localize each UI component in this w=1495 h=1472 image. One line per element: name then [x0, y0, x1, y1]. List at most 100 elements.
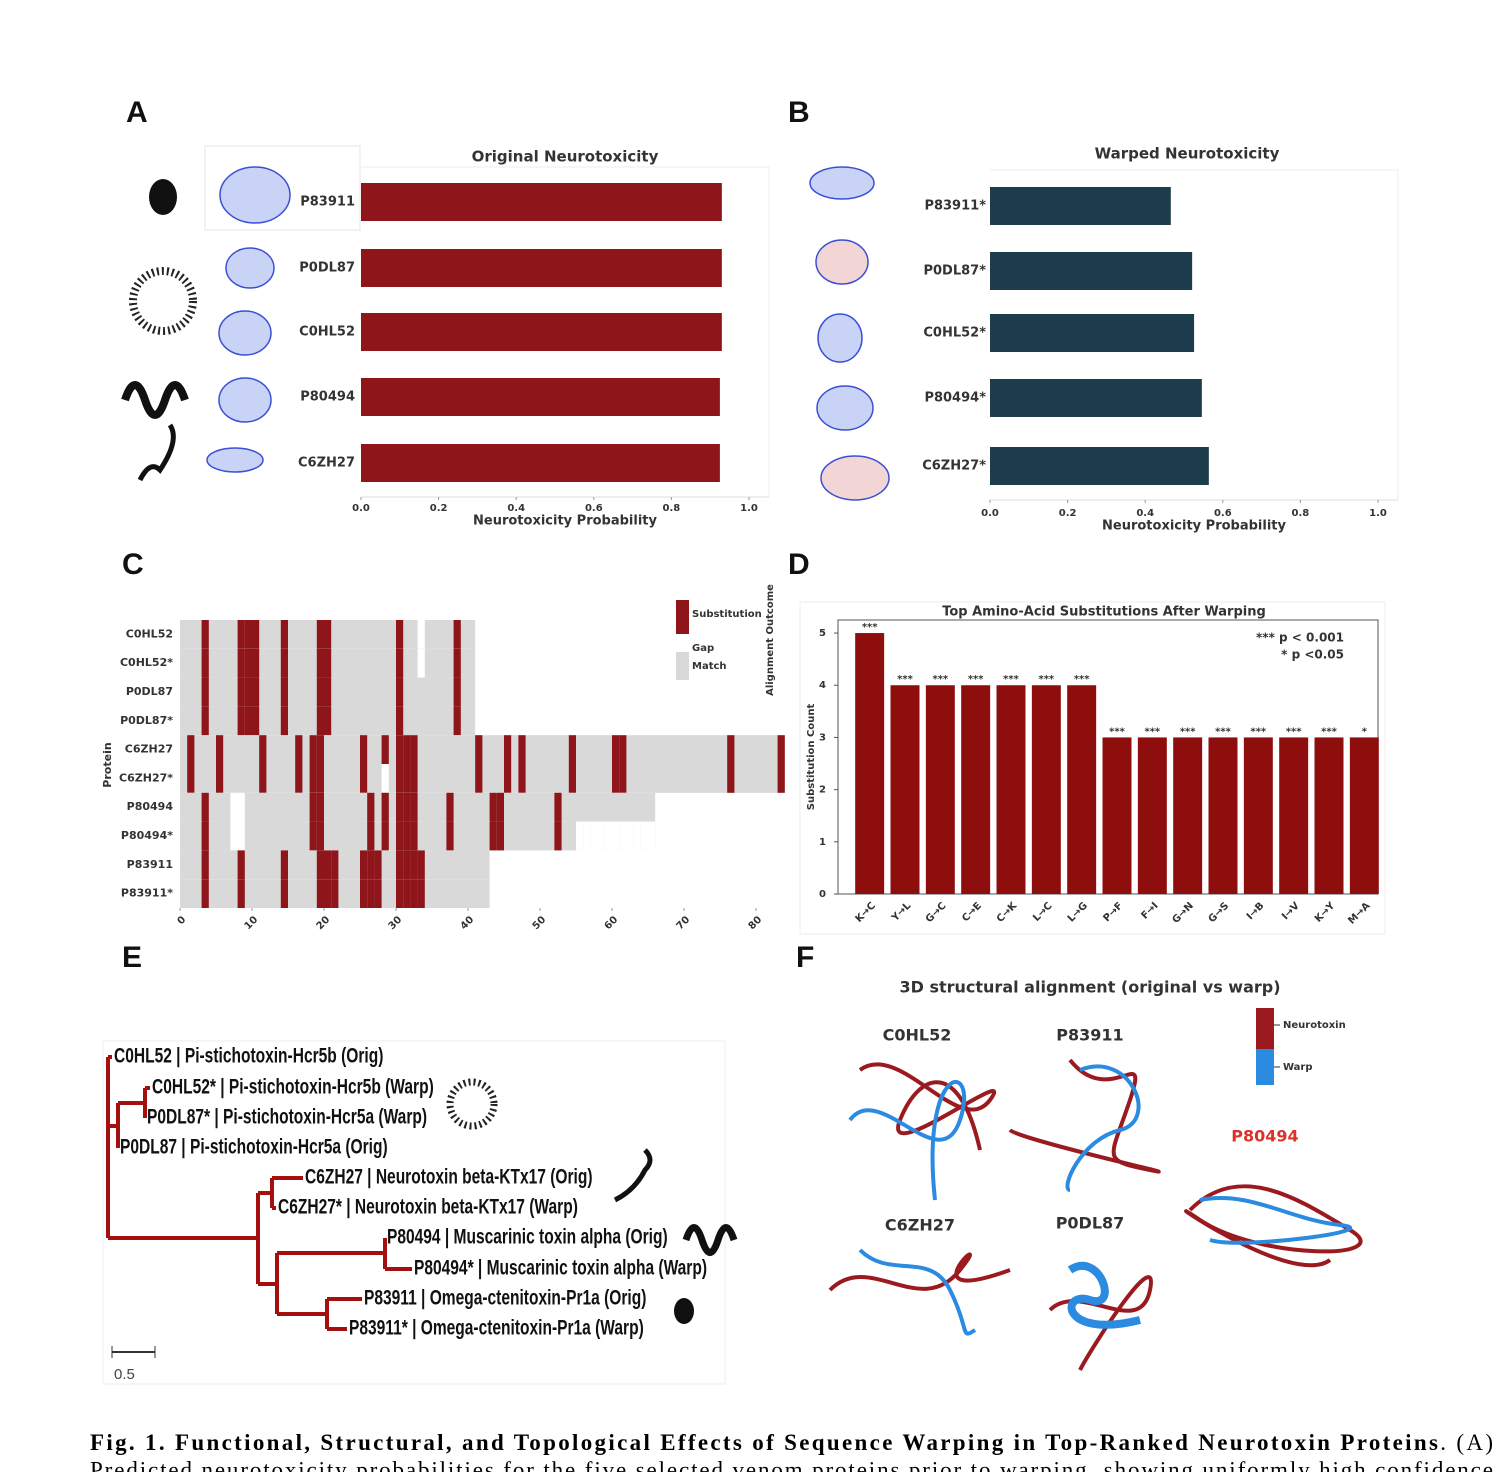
- structure-label: C0HL52: [883, 1026, 952, 1045]
- row-label: C0HL52: [126, 627, 173, 640]
- x-tick-label: 0.4: [507, 503, 525, 514]
- substitution-cell: [410, 850, 418, 880]
- x-axis-label: Neurotoxicity Probability: [1102, 519, 1286, 534]
- substitution-cell: [417, 850, 425, 880]
- substitution-cell: [403, 735, 411, 764]
- substitution-cell: [244, 648, 252, 678]
- substitution-cell: [381, 735, 389, 764]
- protein-thumb: [225, 247, 275, 289]
- gap-cell: [633, 821, 641, 851]
- protein-thumb: [820, 455, 890, 501]
- spider-icon: [149, 179, 177, 215]
- substitution-cell: [324, 706, 332, 736]
- bar: [1031, 685, 1061, 894]
- substitution-cell: [489, 792, 497, 822]
- legend-swatch: [676, 652, 689, 680]
- category-label: P0DL87: [299, 261, 355, 276]
- bar: [361, 378, 720, 416]
- x-tick-label: M→A: [1346, 900, 1372, 926]
- chart-title: Top Amino-Acid Substitutions After Warpi…: [942, 605, 1266, 620]
- substitution-cell: [554, 792, 562, 822]
- bar: [1102, 737, 1132, 894]
- leaf-label: P80494* | Muscarinic toxin alpha (Warp): [414, 1255, 707, 1279]
- structure-ribbon: [858, 1062, 997, 1151]
- substitution-cell: [396, 879, 404, 908]
- substitution-cell: [453, 620, 461, 649]
- substitution-cell: [410, 792, 418, 822]
- significance-label: ***: [1180, 726, 1196, 737]
- substitution-cell: [367, 850, 375, 880]
- scorpion-icon: [613, 1148, 653, 1203]
- x-tick-label: 0.6: [1214, 508, 1232, 519]
- substitution-cell: [237, 620, 245, 649]
- gap-cell: [626, 821, 634, 851]
- caption: Fig. 1. Functional, Structural, and Topo…: [90, 1430, 1493, 1455]
- structure-ribbon: [1184, 1184, 1363, 1268]
- significance-label: ***: [1144, 726, 1160, 737]
- row-label: C0HL52*: [120, 656, 173, 669]
- y-tick-label: 1: [819, 837, 826, 848]
- substitution-cell: [360, 879, 368, 908]
- x-tick-label: 0.0: [352, 503, 370, 514]
- significance-label: ***: [1321, 726, 1337, 737]
- significance-label: ***: [862, 622, 878, 633]
- category-label: P83911: [300, 195, 355, 210]
- significance-label: ***: [968, 674, 984, 685]
- structure-ribbon: [828, 1252, 1011, 1292]
- gap-cell: [230, 792, 238, 822]
- legend-swatch: [1256, 1049, 1274, 1085]
- chart-title: Original Neurotoxicity: [472, 148, 659, 166]
- substitution-cell: [201, 850, 209, 880]
- substitution-cell: [496, 792, 504, 822]
- substitution-cell: [475, 764, 483, 793]
- x-tick-label: I→V: [1280, 900, 1302, 922]
- anemone-icon: [446, 1078, 498, 1130]
- substitution-cell: [619, 764, 627, 793]
- structure-label: P0DL87: [1056, 1214, 1125, 1233]
- gap-cell: [604, 821, 612, 851]
- bar: [1314, 737, 1344, 894]
- leaf-label: P0DL87* | Pi-stichotoxin-Hcr5a (Warp): [147, 1104, 427, 1128]
- substitution-cell: [619, 735, 627, 764]
- structure-label: C6ZH27: [885, 1216, 955, 1235]
- substitution-cell: [374, 850, 382, 880]
- substitution-cell: [252, 677, 260, 707]
- substitution-cell: [504, 735, 512, 764]
- scale-label: 0.5: [114, 1366, 135, 1383]
- substitution-cell: [237, 706, 245, 736]
- bar: [996, 685, 1026, 894]
- substitution-cell: [295, 764, 303, 793]
- substitution-cell: [612, 764, 620, 793]
- significance-label: *: [1362, 726, 1368, 737]
- x-tick-label: L→G: [1066, 900, 1090, 924]
- x-tick-label: K→C: [854, 900, 878, 924]
- substitution-cell: [403, 850, 411, 880]
- substitution-cell: [216, 764, 224, 793]
- x-tick-label: 70: [675, 914, 693, 932]
- structure-ribbon: [1008, 1058, 1161, 1174]
- substitution-cell: [295, 735, 303, 764]
- x-tick-label: 0: [176, 914, 189, 927]
- anemone-icon: [129, 267, 197, 335]
- panel-letter: E: [122, 941, 142, 974]
- row-label: C6ZH27*: [119, 771, 173, 784]
- substitution-cell: [331, 879, 339, 908]
- gap-cell: [619, 821, 627, 851]
- gap-cell: [590, 821, 598, 851]
- x-tick-label: 30: [387, 914, 405, 932]
- substitution-cell: [201, 821, 209, 851]
- x-tick-label: 20: [315, 914, 333, 932]
- substitution-cell: [324, 850, 332, 880]
- substitution-cell: [410, 879, 418, 908]
- bar: [890, 685, 920, 894]
- category-label: C6ZH27: [298, 456, 355, 471]
- bar: [961, 685, 991, 894]
- substitution-cell: [201, 879, 209, 908]
- substitution-cell: [554, 821, 562, 851]
- substitution-cell: [496, 821, 504, 851]
- y-axis-label: Substitution Count: [806, 704, 817, 811]
- substitution-cell: [403, 764, 411, 793]
- category-label: C6ZH27*: [922, 459, 986, 474]
- bar: [990, 252, 1193, 290]
- substitution-cell: [612, 735, 620, 764]
